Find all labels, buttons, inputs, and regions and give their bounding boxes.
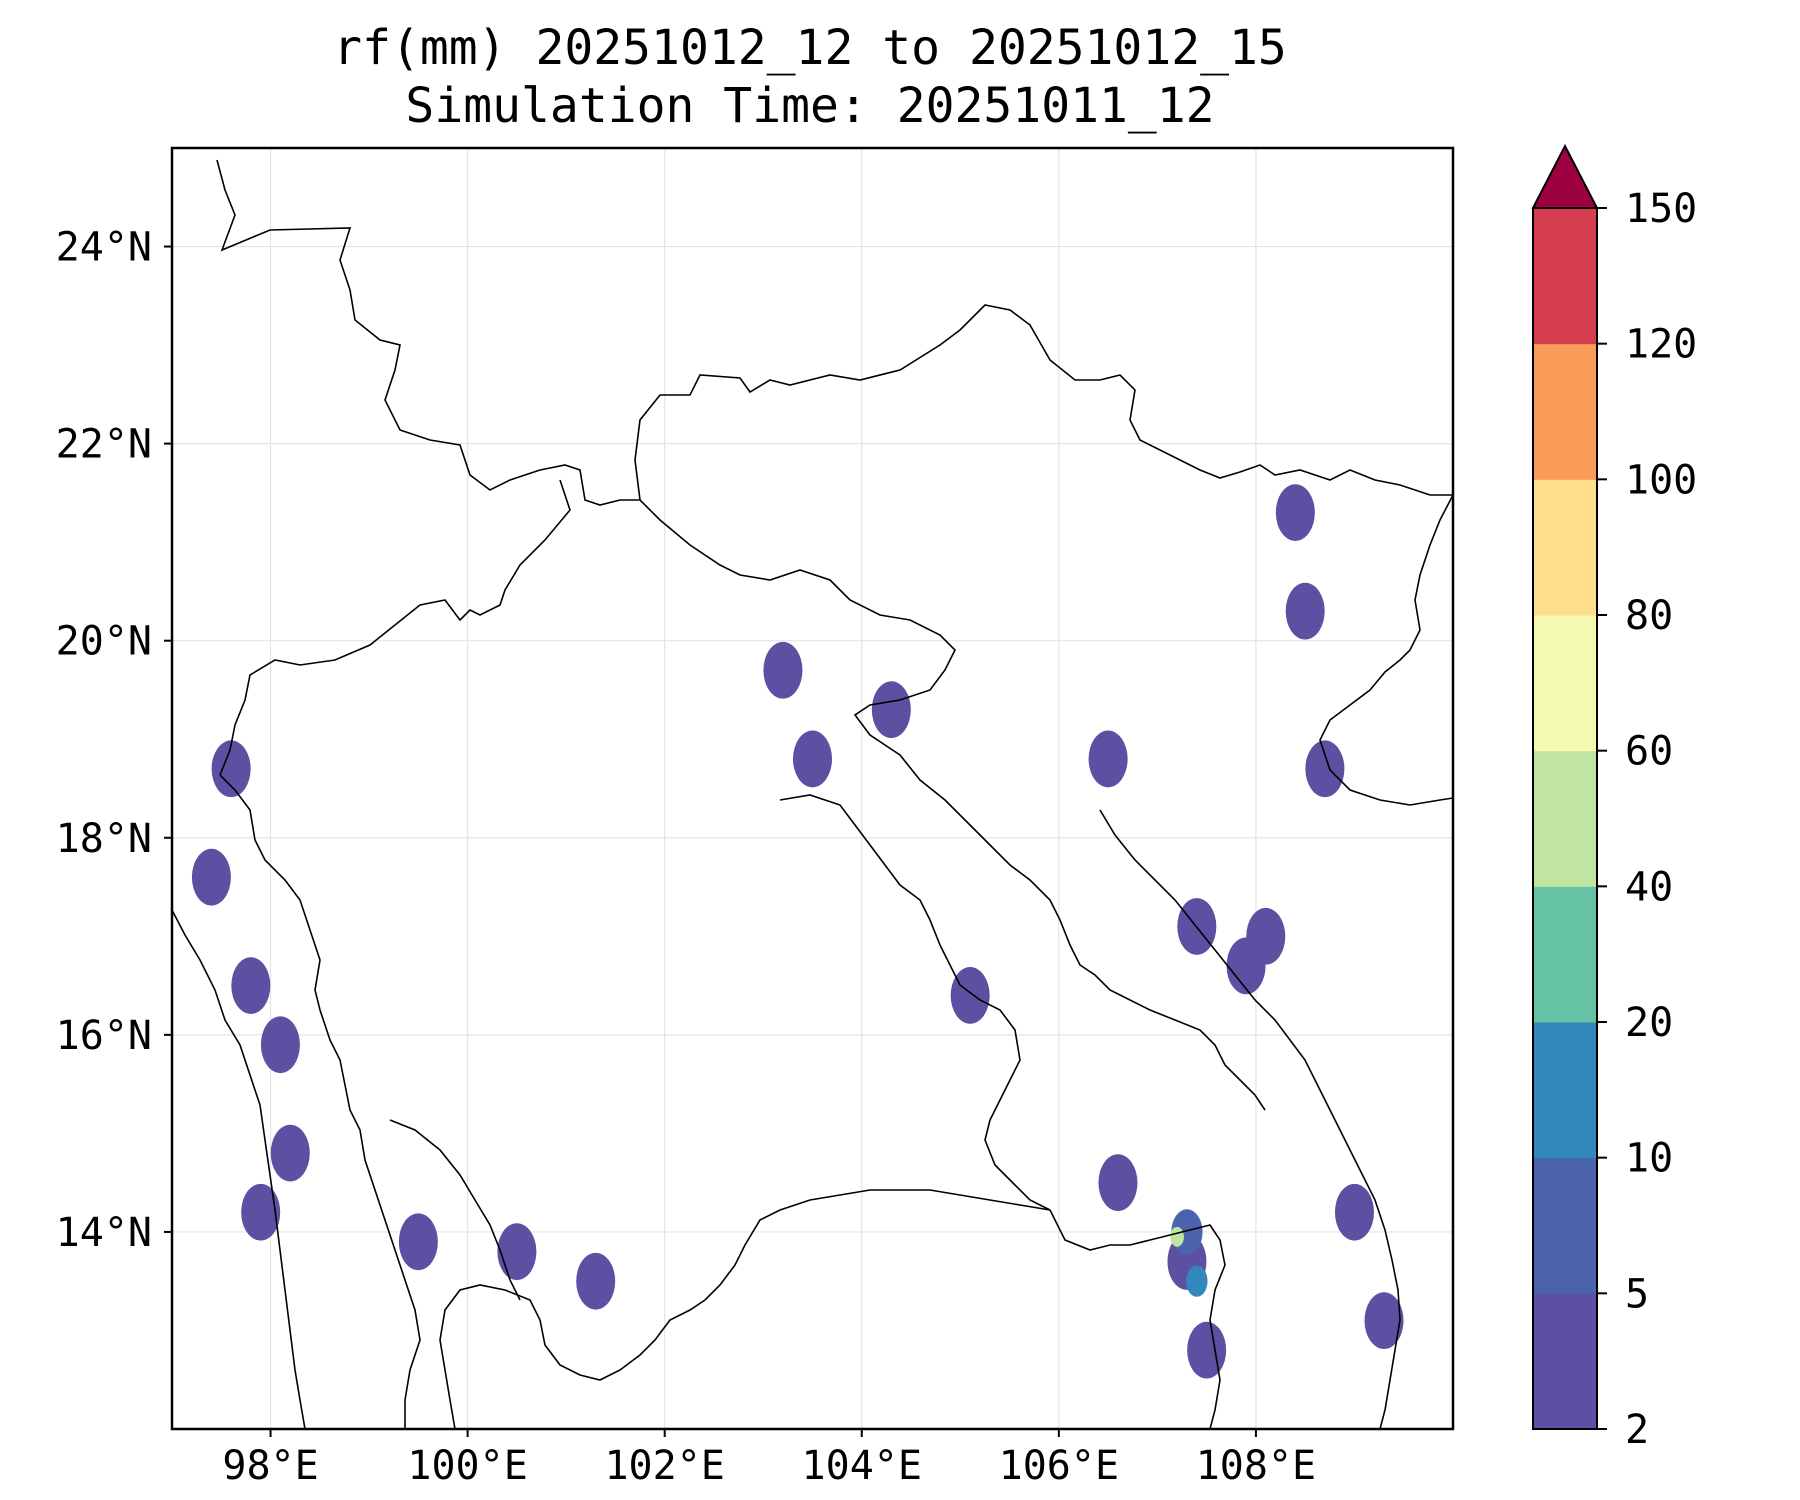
- x-tick-label: 102°E: [604, 1443, 724, 1489]
- rain-area: [270, 1124, 310, 1182]
- rain-area: [576, 1252, 616, 1310]
- colorbar-tick-label: 20: [1625, 1000, 1673, 1046]
- rain-area: [497, 1223, 537, 1281]
- colorbar-segment: [1533, 1293, 1597, 1430]
- colorbar-tick-label: 100: [1625, 457, 1697, 503]
- colorbar-segment: [1533, 750, 1597, 887]
- rain-area: [231, 957, 271, 1014]
- colorbar-segment: [1533, 1022, 1597, 1159]
- y-tick-label: 24°N: [56, 225, 152, 271]
- china-border: [216, 159, 1453, 506]
- colorbar-segment: [1533, 479, 1597, 616]
- colorbar-tick-label: 40: [1625, 864, 1673, 910]
- rain-area: [1088, 730, 1128, 788]
- y-tick-label: 14°N: [56, 1210, 152, 1256]
- rain-area: [398, 1213, 438, 1271]
- map-frame: [170, 146, 1455, 1431]
- x-tick-label: 98°E: [222, 1443, 318, 1489]
- colorbar-tick-label: 10: [1625, 1136, 1673, 1182]
- colorbar-tick-label: 5: [1625, 1271, 1649, 1317]
- colorbar-tick-label: 2: [1625, 1407, 1649, 1453]
- colorbar-segment: [1533, 343, 1597, 480]
- vietnam-east-coast: [1099, 809, 1401, 1429]
- mekong-northern-segment: [389, 1119, 521, 1301]
- rain-area: [871, 681, 911, 739]
- rain-area: [1305, 740, 1345, 798]
- y-tick-label: 20°N: [56, 619, 152, 665]
- rain-area: [1364, 1292, 1404, 1349]
- laos-vietnam-border: [639, 499, 1266, 1111]
- rain-area: [211, 740, 251, 798]
- rain-area: [1285, 582, 1325, 640]
- thailand-myanmar-border: [219, 774, 421, 1429]
- rain-area: [241, 1183, 281, 1241]
- x-tick-label: 104°E: [802, 1443, 922, 1489]
- myanmar-laos-border: [219, 479, 571, 776]
- colorbar-extend-arrow: [1531, 143, 1599, 209]
- y-tick-label: 22°N: [56, 422, 152, 468]
- myanmar-coast: [172, 909, 306, 1429]
- colorbar-tick-label: 150: [1625, 186, 1697, 232]
- rain-area: [1187, 1321, 1227, 1379]
- rain-area: [1098, 1154, 1138, 1212]
- colorbar-tick-label: 80: [1625, 593, 1673, 639]
- laos-thailand-border: [779, 794, 1051, 1211]
- rain-area: [191, 848, 231, 906]
- chart-title: rf(mm) 20251012_12 to 20251012_15: [333, 20, 1287, 76]
- rain-area: [1275, 484, 1315, 541]
- map-background: [172, 148, 1453, 1429]
- longitude-axis: 98°E 100°E 102°E 104°E 106°E 108°E: [222, 1429, 1316, 1489]
- rain-area: [1186, 1265, 1208, 1297]
- boundaries: [172, 159, 1453, 1429]
- rain-area: [950, 967, 990, 1024]
- rain-area: [1334, 1183, 1374, 1241]
- x-tick-label: 108°E: [1196, 1443, 1316, 1489]
- x-tick-label: 106°E: [999, 1443, 1119, 1489]
- cambodia-vietnam-border: [1049, 1209, 1226, 1429]
- colorbar-segment: [1533, 208, 1597, 345]
- gulf-of-thailand-coast: [439, 1284, 706, 1429]
- chart-subtitle: Simulation Time: 20251011_12: [405, 78, 1215, 134]
- rain-area: [792, 730, 833, 788]
- rain-area: [1246, 907, 1286, 965]
- rainfall-layer: [191, 484, 1404, 1379]
- colorbar-segment: [1533, 1157, 1597, 1294]
- x-tick-label: 100°E: [407, 1443, 527, 1489]
- colorbar-tick-label: 60: [1625, 729, 1673, 775]
- y-tick-label: 16°N: [56, 1013, 152, 1059]
- thailand-cambodia-border: [704, 1189, 1051, 1301]
- y-tick-label: 18°N: [56, 816, 152, 862]
- latitude-axis: 24°N 22°N 20°N 18°N 16°N 14°N: [56, 225, 172, 1256]
- vietnam-coast: [1319, 494, 1453, 806]
- rain-area: [1170, 1226, 1184, 1247]
- colorbar: 2 5 10 20 40 60 80 100 120 150: [1531, 143, 1697, 1453]
- rain-area: [763, 641, 803, 699]
- colorbar-segment: [1533, 615, 1597, 752]
- colorbar-tick-label: 120: [1625, 322, 1697, 368]
- gridlines: [172, 148, 1453, 1429]
- colorbar-segment: [1533, 886, 1597, 1023]
- colorbar-frame: [1532, 208, 1598, 1430]
- rain-area: [260, 1016, 300, 1074]
